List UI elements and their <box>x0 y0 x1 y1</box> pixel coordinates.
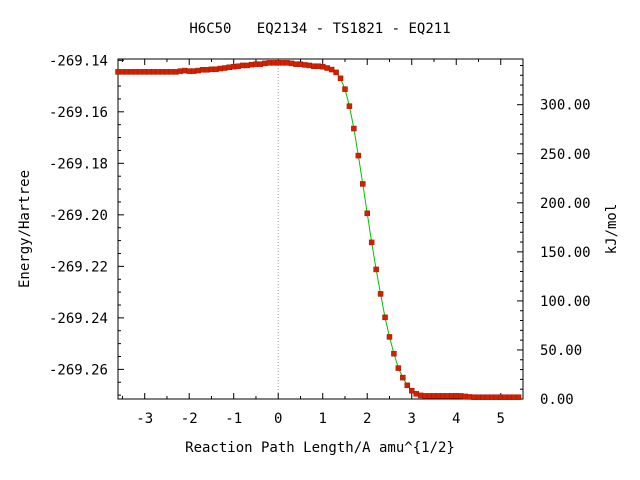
data-point <box>333 69 339 76</box>
y2-tick-label: 200.00 <box>540 196 591 212</box>
x-tick-label: 1 <box>319 411 327 427</box>
x-tick-label: -1 <box>225 411 242 427</box>
data-point <box>404 382 411 389</box>
data-points <box>115 60 522 400</box>
y-axis-label: Energy/Hartree <box>17 170 33 288</box>
y2-tick-label: 100.00 <box>540 294 591 310</box>
y-tick-label: -269.14 <box>49 53 108 69</box>
tick-marks <box>118 59 524 400</box>
data-point <box>382 314 388 321</box>
y-tick-label: -269.26 <box>49 362 108 378</box>
y-tick-label: -269.24 <box>49 311 108 327</box>
y-tick-label: -269.16 <box>49 105 108 121</box>
y2-tick-label: 0.00 <box>540 392 574 408</box>
y-tick-label: -269.20 <box>49 208 108 224</box>
data-point <box>400 374 406 381</box>
data-point <box>355 152 362 159</box>
x-tick-label: 0 <box>274 411 282 427</box>
x-axis-label: Reaction Path Length/A amu^{1/2} <box>185 440 455 456</box>
x-tick-label: 5 <box>497 411 505 427</box>
data-point <box>337 75 344 82</box>
x-tick-label: 2 <box>363 411 371 427</box>
x-tick-label: 4 <box>452 411 460 427</box>
y-tick-label: -269.22 <box>49 259 108 275</box>
x-tick-labels: -3 -2 -1 0 1 2 3 4 5 <box>136 411 505 427</box>
data-point <box>391 350 397 357</box>
data-point <box>373 266 379 273</box>
data-point <box>364 210 370 217</box>
data-point <box>377 291 384 297</box>
data-point <box>386 334 393 340</box>
energy-profile-line <box>118 62 519 398</box>
x-tick-label: 3 <box>408 411 416 427</box>
y2-tick-label: 250.00 <box>540 147 591 163</box>
data-point <box>368 239 375 246</box>
plot-frame <box>117 58 524 400</box>
x-tick-label: -3 <box>136 411 153 427</box>
y2-tick-label: 150.00 <box>540 245 591 261</box>
y-tick-labels: -269.14 -269.16 -269.18 -269.20 -269.22 -269.… <box>49 53 108 378</box>
y2-axis-label: kJ/mol <box>604 204 620 255</box>
data-point <box>328 66 335 73</box>
data-point <box>360 181 366 187</box>
chart-title: H6C50 EQ2134 - TS1821 - EQ211 <box>189 21 450 37</box>
y2-tick-label: 300.00 <box>540 98 591 114</box>
data-point <box>342 86 348 92</box>
data-point <box>515 394 522 400</box>
data-point <box>395 365 402 371</box>
data-point <box>351 125 357 132</box>
data-point <box>346 103 353 109</box>
y2-tick-labels: 0.00 50.00 100.00 150.00 200.00 250.00 300.00 <box>540 98 591 408</box>
x-tick-label: -2 <box>181 411 198 427</box>
y-tick-label: -269.18 <box>49 156 108 172</box>
data-point <box>408 388 415 394</box>
y2-tick-label: 50.00 <box>540 343 582 359</box>
